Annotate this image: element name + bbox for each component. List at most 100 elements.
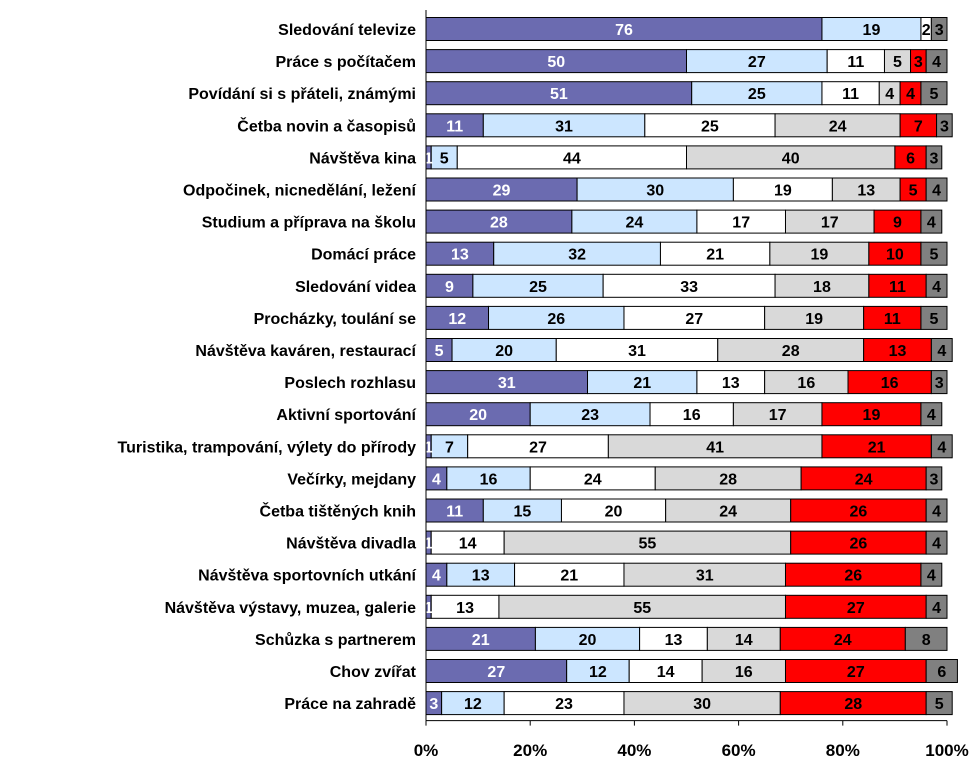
data-label: 2 bbox=[922, 22, 931, 39]
bar-segment bbox=[930, 338, 953, 362]
bar-segment bbox=[920, 305, 948, 330]
category-label: Chov zvířat bbox=[330, 664, 417, 681]
data-label: 13 bbox=[456, 600, 474, 617]
data-label: 17 bbox=[732, 215, 750, 232]
category-label: Četba tištěných knih bbox=[260, 502, 416, 521]
bar-segment bbox=[920, 241, 948, 266]
category-label: Sledování videa bbox=[295, 279, 416, 296]
category-label: Návštěva výstavy, muzea, galerie bbox=[165, 600, 417, 617]
data-label: 13 bbox=[451, 247, 469, 264]
data-label: 27 bbox=[847, 600, 865, 617]
data-label: 19 bbox=[810, 247, 828, 264]
data-label: 6 bbox=[906, 150, 915, 167]
x-tick-label: 40% bbox=[617, 741, 651, 760]
data-label: 14 bbox=[459, 536, 477, 553]
data-label: 25 bbox=[529, 279, 547, 296]
data-label: 27 bbox=[685, 311, 703, 328]
data-label: 19 bbox=[863, 407, 881, 424]
category-label: Návštěva kaváren, restaurací bbox=[195, 343, 416, 360]
data-label: 26 bbox=[844, 568, 862, 585]
category-label: Četba novin a časopisů bbox=[237, 116, 416, 135]
data-label: 11 bbox=[446, 118, 463, 135]
bar-segment bbox=[925, 594, 948, 619]
data-label: 11 bbox=[446, 504, 463, 521]
data-label: 20 bbox=[495, 343, 513, 360]
bar-segment bbox=[925, 691, 953, 716]
data-label: 25 bbox=[748, 86, 766, 103]
category-label: Domácí práce bbox=[311, 247, 416, 264]
data-label: 3 bbox=[429, 696, 438, 713]
data-label: 1 bbox=[424, 600, 433, 617]
bar-segment bbox=[925, 145, 943, 170]
category-label: Návštěva divadla bbox=[286, 536, 416, 553]
data-label: 28 bbox=[844, 696, 862, 713]
bar-segment bbox=[920, 209, 943, 234]
data-label: 24 bbox=[719, 504, 737, 521]
data-label: 11 bbox=[847, 54, 864, 71]
x-tick-label: 60% bbox=[722, 741, 756, 760]
data-label: 14 bbox=[735, 632, 753, 649]
data-label: 20 bbox=[469, 407, 487, 424]
data-label: 8 bbox=[922, 632, 931, 649]
data-label: 26 bbox=[850, 504, 868, 521]
category-label: Poslech rozhlasu bbox=[284, 375, 416, 392]
data-label: 11 bbox=[884, 311, 901, 328]
data-label: 41 bbox=[706, 439, 724, 456]
category-label: Sledování televize bbox=[278, 22, 416, 39]
data-label: 16 bbox=[797, 375, 815, 392]
data-label: 16 bbox=[480, 471, 498, 488]
data-label: 5 bbox=[930, 86, 939, 103]
data-label: 17 bbox=[821, 215, 839, 232]
data-label: 21 bbox=[706, 247, 724, 264]
data-label: 32 bbox=[568, 247, 586, 264]
data-label: 4 bbox=[932, 600, 941, 617]
data-label: 12 bbox=[448, 311, 466, 328]
data-label: 24 bbox=[626, 215, 644, 232]
data-label: 7 bbox=[914, 118, 923, 135]
data-label: 19 bbox=[774, 183, 792, 200]
data-label: 31 bbox=[555, 118, 573, 135]
data-label: 9 bbox=[445, 279, 454, 296]
bar-segment bbox=[925, 49, 948, 74]
data-label: 12 bbox=[464, 696, 482, 713]
data-label: 16 bbox=[683, 407, 701, 424]
data-label: 26 bbox=[850, 536, 868, 553]
bar-segment bbox=[930, 17, 948, 41]
data-label: 12 bbox=[589, 664, 607, 681]
data-label: 4 bbox=[932, 183, 941, 200]
category-label: Aktivní sportování bbox=[276, 407, 416, 424]
data-label: 10 bbox=[886, 247, 904, 264]
data-label: 27 bbox=[529, 439, 547, 456]
data-label: 4 bbox=[937, 439, 946, 456]
data-label: 5 bbox=[930, 247, 939, 264]
data-label: 5 bbox=[930, 311, 939, 328]
category-label: Turistika, trampování, výlety do přírody bbox=[118, 439, 417, 456]
bar-segment bbox=[925, 466, 943, 491]
category-label: Návštěva sportovních utkání bbox=[198, 568, 416, 585]
data-label: 31 bbox=[696, 568, 714, 585]
bar-segment bbox=[930, 370, 948, 395]
data-label: 25 bbox=[701, 118, 719, 135]
data-label: 13 bbox=[857, 183, 875, 200]
data-label: 4 bbox=[937, 343, 946, 360]
bar-segment bbox=[920, 402, 943, 427]
data-label: 5 bbox=[440, 150, 449, 167]
data-label: 27 bbox=[847, 664, 865, 681]
data-label: 4 bbox=[932, 536, 941, 553]
category-label: Práce s počítačem bbox=[275, 54, 416, 71]
data-label: 5 bbox=[909, 183, 918, 200]
data-label: 33 bbox=[680, 279, 698, 296]
data-label: 29 bbox=[493, 183, 511, 200]
data-label: 9 bbox=[893, 215, 902, 232]
data-label: 24 bbox=[855, 471, 873, 488]
data-label: 3 bbox=[935, 375, 944, 392]
data-label: 76 bbox=[615, 22, 633, 39]
data-label: 40 bbox=[782, 150, 800, 167]
bar-segment bbox=[920, 81, 948, 106]
data-label: 23 bbox=[555, 696, 573, 713]
data-label: 4 bbox=[932, 54, 941, 71]
data-label: 4 bbox=[906, 86, 915, 103]
bar-segment bbox=[925, 530, 948, 555]
